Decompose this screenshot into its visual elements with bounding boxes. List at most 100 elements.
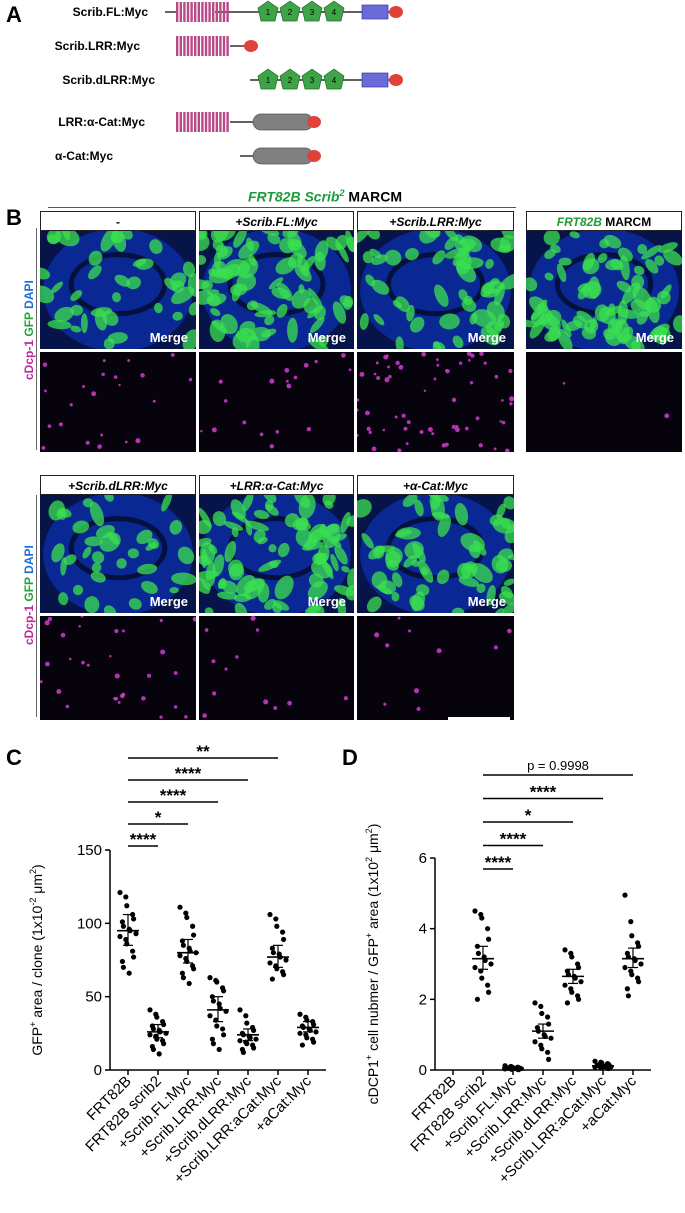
cdcp1-spot: [375, 361, 379, 365]
side-label-dapi-2: DAPI: [22, 545, 36, 574]
gfp-clone: [284, 513, 300, 528]
cdcp1-spot: [493, 447, 497, 451]
gfp-clone: [84, 536, 103, 547]
cdcp1-spot: [433, 377, 437, 381]
cdcp1-spot: [47, 424, 52, 428]
gfp-clone: [88, 265, 102, 280]
gfp-clone: [172, 311, 183, 321]
cdcp1-spot: [44, 389, 47, 393]
panel-d-letter: D: [342, 745, 358, 770]
gfp-clone: [112, 292, 121, 303]
y-axis-label: GFP+ area / clone (1x10-2 μm2): [28, 864, 45, 1055]
significance-label: ****: [160, 786, 187, 805]
side-label-gfp-2: GFP: [22, 577, 36, 602]
gfp-clone: [182, 329, 196, 349]
gfp-clone: [282, 231, 299, 239]
merge-label: Merge: [467, 594, 506, 609]
myc-tag: [389, 6, 403, 18]
gfp-clone: [237, 257, 259, 279]
gfp-clone: [424, 231, 441, 238]
gfp-clone: [103, 605, 117, 613]
data-point: [221, 988, 227, 994]
gfp-clone: [170, 272, 187, 288]
cdcp1-spot: [211, 691, 217, 696]
gfp-clone: [395, 336, 404, 349]
lrr-repeat: [183, 2, 186, 22]
data-point: [273, 916, 279, 922]
gfp-clone: [54, 306, 74, 323]
gfp-clone: [82, 546, 92, 559]
gfp-clone: [48, 500, 66, 521]
data-point: [546, 1021, 552, 1027]
y-label-part: 2: [364, 828, 374, 833]
data-point: [479, 975, 485, 981]
cdcp1-spot: [127, 359, 131, 362]
cdcp1-spot: [80, 616, 84, 618]
pdz-number: 2: [288, 76, 293, 85]
construct-diagrams: 1 2 3 4 1 2 3 4: [165, 0, 403, 165]
gfp-clone: [238, 240, 260, 260]
cdcp1-spot: [223, 399, 228, 403]
data-point: [180, 942, 186, 948]
gfp-clone: [161, 495, 173, 512]
construct-label-0: Scrib.FL:Myc: [72, 5, 148, 19]
data-point: [117, 933, 123, 940]
gfp-clone: [40, 285, 55, 304]
cdcp1-spot: [124, 440, 128, 444]
lrr-repeat: [208, 2, 211, 22]
gfp-clone: [114, 274, 131, 287]
gfp-clone: [414, 499, 424, 517]
gfp-clone: [660, 284, 672, 299]
y-label-part: μm: [365, 833, 381, 857]
micro-texture: [562, 381, 670, 419]
gfp-clone: [471, 309, 497, 328]
gfp-clone: [277, 542, 290, 558]
cdcp1-spot: [383, 702, 387, 706]
micro-texture: [526, 231, 682, 349]
myc-tag: [307, 150, 321, 162]
lrr-repeat: [219, 36, 222, 56]
gfp-clone: [212, 239, 224, 251]
group-title-italic: FRT82B Scrib: [247, 188, 340, 205]
cdcp1-image: [40, 616, 196, 720]
cdcp1-spot: [314, 359, 318, 364]
y-tick-label: 0: [419, 1062, 427, 1079]
data-point: [546, 1056, 552, 1062]
pdz-number: 4: [332, 8, 337, 17]
data-point: [474, 943, 480, 949]
gfp-clone: [576, 310, 593, 324]
cdcp1-spot: [388, 374, 392, 379]
gfp-clone: [501, 273, 514, 290]
cdcp1-spot: [184, 715, 188, 719]
header-acat: +α-Cat:Myc: [357, 475, 514, 495]
cdcp1-spot: [509, 402, 513, 406]
cdcp1-spot: [423, 389, 427, 393]
gfp-clone: [641, 245, 662, 260]
gfp-clone: [128, 598, 142, 610]
cdcp1-spot: [398, 364, 404, 370]
data-point: [297, 1030, 303, 1036]
cdcp1-spot: [69, 403, 73, 407]
data-point: [488, 961, 494, 967]
cdcp1-spot: [364, 410, 370, 416]
data-point: [625, 993, 631, 999]
data-point: [119, 958, 125, 965]
significance-label: ****: [130, 830, 157, 849]
gfp-clone: [469, 312, 478, 325]
merge-label: Merge: [635, 330, 674, 345]
cdcp1-spot: [285, 379, 289, 383]
gfp-clone: [451, 607, 465, 613]
lrr-repeat: [219, 2, 222, 22]
construct-label-3: LRR:α-Cat:Myc: [58, 115, 145, 129]
gfp-clone: [454, 502, 469, 526]
gfp-clone: [154, 302, 163, 314]
gfp-clone: [411, 559, 420, 567]
panel-a-letter: A: [6, 2, 22, 27]
cdcp1-image: [199, 352, 354, 452]
data-point: [592, 1058, 598, 1064]
gfp-clone: [486, 585, 496, 606]
gfp-clone: [308, 288, 323, 309]
y-label-part: +: [364, 933, 374, 938]
data-point: [184, 914, 190, 921]
cdcp1-spot: [159, 618, 163, 623]
